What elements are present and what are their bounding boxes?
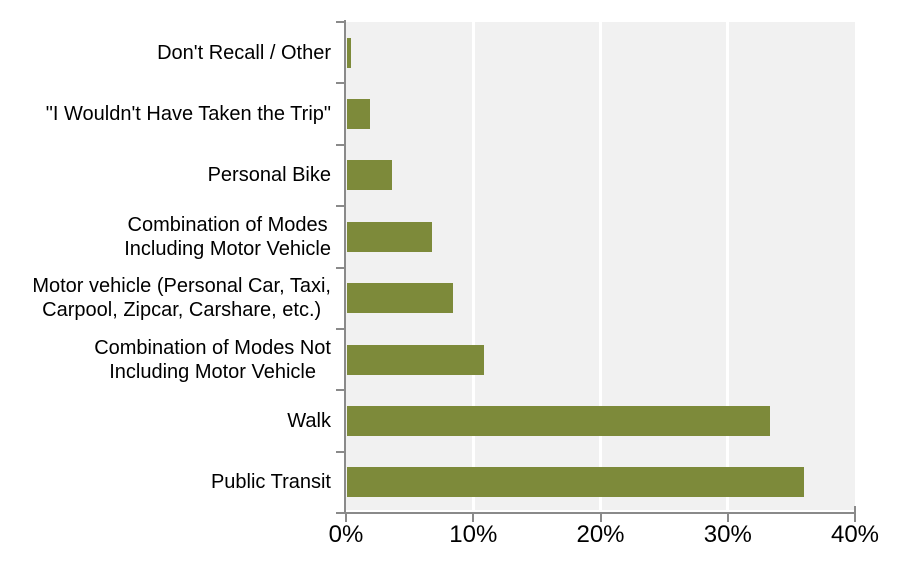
y-axis-tick: [336, 266, 344, 269]
category-label: Combination of Modes Including Motor Vehi…: [0, 206, 331, 267]
x-axis-tick: [854, 512, 856, 522]
x-axis-end-tick: [854, 506, 856, 513]
bar: [347, 344, 485, 375]
x-axis-tick-label: 40%: [830, 521, 880, 548]
x-axis-tick: [599, 512, 602, 522]
bar: [347, 467, 804, 498]
gridline-30: [726, 22, 730, 510]
category-label: Motor vehicle (Personal Car, Taxi, Carpoo…: [0, 268, 331, 329]
bar: [347, 160, 392, 191]
x-axis-tick: [472, 512, 475, 522]
bar: [347, 99, 370, 130]
category-label-text: Motor vehicle (Personal Car, Taxi, Carpoo…: [32, 275, 331, 322]
bar: [347, 405, 770, 436]
category-label: Combination of Modes Not Including Motor …: [0, 329, 331, 390]
y-axis-tick: [336, 21, 344, 23]
y-axis-tick: [336, 82, 344, 85]
gridline-20: [599, 22, 602, 510]
x-axis-tick: [726, 512, 729, 522]
category-label-text: Walk: [287, 409, 331, 432]
category-label-text: "I Wouldn't Have Taken the Trip": [45, 103, 331, 126]
category-label-text: Don't Recall / Other: [157, 41, 331, 64]
category-label: Walk: [0, 390, 331, 451]
category-label-text: Personal Bike: [207, 164, 331, 187]
category-label: Don't Recall / Other: [0, 22, 331, 83]
bar: [347, 221, 433, 252]
x-axis-tick-label: 0%: [328, 521, 364, 548]
y-axis-tick: [336, 512, 344, 514]
y-axis-tick: [336, 205, 344, 208]
category-label: Personal Bike: [0, 145, 331, 206]
y-axis-tick: [336, 450, 344, 453]
gridline-10: [471, 22, 475, 510]
y-axis-tick: [336, 143, 344, 146]
bar: [347, 283, 453, 314]
category-label: "I Wouldn't Have Taken the Trip": [0, 83, 331, 144]
category-label-text: Combination of Modes Including Motor Vehi…: [124, 213, 331, 260]
category-label-text: Public Transit: [210, 471, 331, 494]
x-axis-tick-label: 30%: [703, 521, 752, 548]
y-axis-tick: [336, 327, 344, 330]
bar: [347, 37, 351, 68]
y-axis-tick: [336, 389, 344, 392]
y-axis-line: [344, 20, 346, 514]
x-axis-tick-label: 20%: [576, 521, 625, 548]
x-axis-tick-label: 10%: [449, 521, 498, 548]
x-axis-tick: [345, 512, 347, 522]
category-label: Public Transit: [0, 452, 331, 513]
category-label-text: Combination of Modes Not Including Motor …: [94, 336, 331, 383]
